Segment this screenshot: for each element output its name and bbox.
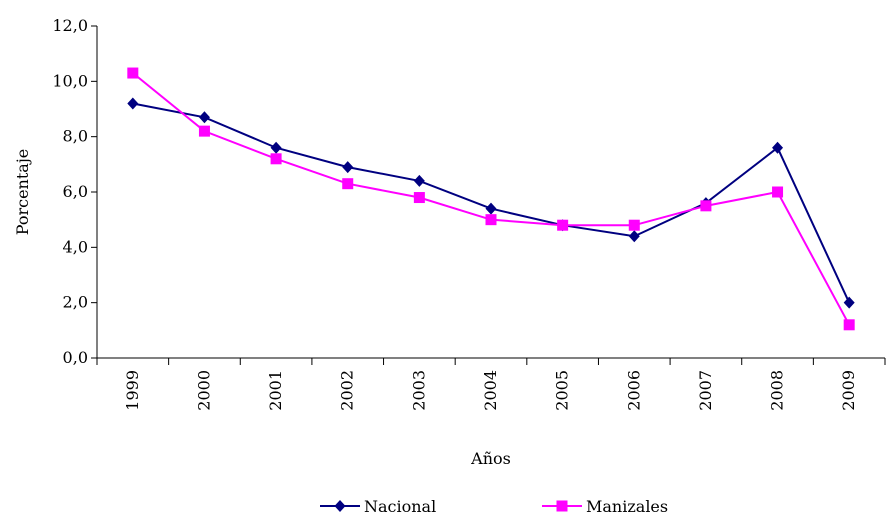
data-point-nacional — [772, 141, 784, 154]
y-axis-title: Porcentaje — [13, 149, 32, 236]
data-point-manizales — [413, 192, 425, 204]
legend: Nacional Manizales — [320, 497, 668, 516]
y-tick-label: 0,0 — [63, 348, 88, 367]
data-point-nacional — [127, 97, 139, 110]
data-point-manizales — [628, 219, 640, 231]
legend-marker — [556, 500, 568, 512]
x-tick-label: 2001 — [266, 370, 285, 411]
y-tick-label: 6,0 — [63, 182, 88, 201]
y-tick-label: 12,0 — [52, 16, 88, 35]
legend-item-nacional: Nacional — [320, 497, 436, 516]
data-point-nacional — [413, 174, 425, 187]
x-tick-label: 2007 — [696, 370, 715, 411]
data-point-nacional — [843, 296, 855, 309]
legend-item-manizales: Manizales — [542, 497, 668, 516]
y-tick-label: 10,0 — [52, 71, 88, 90]
x-tick-label: 2005 — [553, 370, 572, 411]
y-tick-label: 2,0 — [63, 293, 88, 312]
data-point-nacional — [485, 202, 497, 215]
x-tick-label: 2006 — [624, 370, 643, 411]
series-layer — [127, 67, 855, 331]
x-tick-label: 2008 — [768, 370, 787, 411]
y-tick-labels: 0,0 2,0 4,0 6,0 8,0 10,0 12,0 — [52, 16, 88, 367]
data-point-nacional — [628, 230, 640, 243]
data-point-manizales — [557, 219, 569, 231]
data-point-manizales — [342, 178, 354, 190]
x-tick-labels: 1999 2000 2001 2002 2003 2004 2005 2006 2007 2008… — [123, 370, 858, 411]
series-nacional — [127, 97, 855, 309]
legend-label: Nacional — [364, 497, 436, 516]
y-tick-label: 8,0 — [63, 127, 88, 146]
data-point-nacional — [198, 111, 210, 124]
x-tick-label: 2003 — [409, 370, 428, 411]
data-point-nacional — [342, 161, 354, 174]
x-tick-label: 2004 — [481, 370, 500, 411]
legend-marker — [334, 500, 346, 512]
x-tick-label: 2000 — [194, 370, 213, 411]
x-tick-label: 1999 — [123, 370, 142, 411]
x-axis-title: Años — [470, 449, 511, 468]
data-point-manizales — [843, 319, 855, 331]
x-tick-label: 2009 — [839, 370, 858, 411]
y-tick-label: 4,0 — [63, 237, 88, 256]
data-point-manizales — [772, 186, 784, 198]
data-point-manizales — [485, 214, 497, 226]
series-manizales — [127, 67, 855, 331]
x-tick-label: 2002 — [338, 370, 357, 411]
series-line-manizales — [132, 72, 851, 326]
legend-label: Manizales — [586, 497, 668, 516]
data-point-manizales — [270, 153, 282, 165]
axes — [91, 25, 886, 365]
data-point-manizales — [700, 200, 712, 212]
data-point-manizales — [127, 67, 139, 79]
data-point-manizales — [198, 125, 210, 137]
data-point-nacional — [270, 141, 282, 154]
